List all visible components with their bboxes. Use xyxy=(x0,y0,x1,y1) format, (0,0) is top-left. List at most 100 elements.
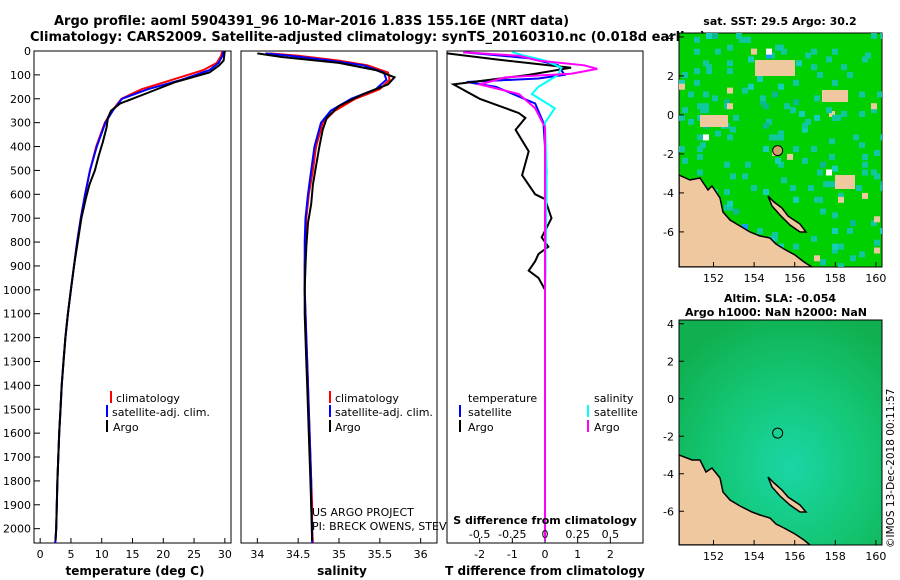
x-tick-label: 5 xyxy=(67,548,74,561)
sst-cell xyxy=(871,103,877,110)
sst-cell xyxy=(757,75,763,82)
sst-cell xyxy=(820,259,826,266)
sst-map-title: sat. SST: 29.5 Argo: 30.2 xyxy=(703,15,856,28)
depth-tick-label: 500 xyxy=(10,164,31,177)
sst-cell xyxy=(880,33,882,39)
sst-cell xyxy=(814,196,820,203)
sst-cell xyxy=(862,161,868,168)
salinity-x-label: salinity xyxy=(317,564,367,578)
temperature-axes xyxy=(33,50,232,544)
sst-cell xyxy=(727,134,733,141)
sst-cell xyxy=(802,122,808,129)
sst-cell xyxy=(694,68,700,75)
s-diff-tick-label: 0.25 xyxy=(565,528,590,541)
sst-map-island xyxy=(767,195,808,233)
sst-cell xyxy=(859,142,865,149)
sst-cell xyxy=(706,33,712,39)
sst-cell xyxy=(688,91,694,98)
depth-tick-label: 700 xyxy=(10,212,31,225)
sst-cell xyxy=(874,247,880,254)
sst-cell xyxy=(871,33,877,39)
legend-s-satellite: satellite xyxy=(594,406,638,419)
depth-tick-label: 2000 xyxy=(3,523,31,536)
sst-cell xyxy=(724,189,730,195)
map-x-tick-label: 158 xyxy=(825,550,846,563)
sst-cell xyxy=(760,95,766,102)
x-tick-label: 2 xyxy=(607,548,614,561)
sst-cell xyxy=(703,134,709,141)
sst-cell xyxy=(793,79,799,86)
sla-map-land xyxy=(679,454,812,545)
sst-cell xyxy=(778,161,784,168)
sst-cell xyxy=(832,165,838,172)
sst-cell xyxy=(775,157,781,164)
sst-cell xyxy=(847,228,853,234)
sst-cell xyxy=(829,138,835,145)
sst-cell xyxy=(832,212,838,219)
map-y-tick-label: -2 xyxy=(663,430,674,443)
sst-cell xyxy=(724,99,730,106)
legend-argo: Argo xyxy=(113,421,139,434)
sst-cell xyxy=(763,146,769,153)
sst-cell xyxy=(784,103,790,110)
sst-cell xyxy=(742,224,748,231)
s-diff-tick-label: 0.5 xyxy=(602,528,620,541)
sst-cell xyxy=(865,52,871,59)
depth-tick-label: 1600 xyxy=(3,427,31,440)
sst-cell xyxy=(739,36,745,43)
sst-cell xyxy=(682,107,688,114)
legend-climatology: climatology xyxy=(116,392,180,405)
sst-cell xyxy=(838,243,844,250)
sst-cell xyxy=(736,33,742,39)
depth-tick-label: 300 xyxy=(10,117,31,130)
sal-diff-argo-line xyxy=(463,51,598,541)
sst-cell xyxy=(751,48,757,55)
sst-cell xyxy=(763,189,769,195)
sst-cell xyxy=(850,255,856,262)
sst-cell xyxy=(703,107,709,114)
map-x-tick-label: 158 xyxy=(825,272,846,285)
x-tick-label: 0 xyxy=(542,548,549,561)
map-y-tick-label: 4 xyxy=(667,318,674,331)
sst-cell xyxy=(832,114,838,121)
legend-satellite-adj: satellite-adj. clim. xyxy=(112,406,210,419)
sst-cell xyxy=(871,220,877,227)
sst-cell xyxy=(874,216,880,223)
sst-cell xyxy=(799,111,805,117)
sst-cell xyxy=(847,72,853,78)
x-tick-label: 25 xyxy=(187,548,201,561)
sst-cell xyxy=(730,126,736,133)
x-tick-label: 15 xyxy=(126,548,140,561)
sst-cell xyxy=(724,204,730,211)
sst-cell xyxy=(808,185,814,192)
sst-cell xyxy=(730,173,736,180)
map-x-tick-label: 160 xyxy=(865,272,886,285)
sst-cell xyxy=(772,91,778,98)
sst-cell xyxy=(760,99,766,106)
x-tick-label: 0 xyxy=(37,548,44,561)
sst-cell xyxy=(697,169,703,176)
map-y-tick-label: -2 xyxy=(663,148,674,161)
sst-cell xyxy=(781,177,787,184)
sst-patch xyxy=(835,175,855,189)
map-x-tick-label: 152 xyxy=(703,272,724,285)
depth-tick-label: 400 xyxy=(10,141,31,154)
sla-map-argo-marker xyxy=(772,427,784,439)
sst-cell xyxy=(742,87,748,94)
sst-cell xyxy=(877,91,882,98)
sst-cell xyxy=(778,134,784,141)
sst-cell xyxy=(706,64,712,71)
sst-cell xyxy=(694,79,700,86)
x-tick-label: 34.5 xyxy=(286,548,311,561)
credit-project: US ARGO PROJECT xyxy=(312,506,414,519)
sst-cell xyxy=(796,60,802,67)
sst-cell xyxy=(775,44,781,51)
sst-cell xyxy=(769,235,775,242)
sst-cell xyxy=(703,60,709,67)
x-tick-label: -2 xyxy=(474,548,485,561)
sst-cell xyxy=(772,231,778,238)
sst-cell xyxy=(694,36,700,43)
sst-cell xyxy=(832,79,838,86)
sst-cell xyxy=(724,161,730,168)
sst-cell xyxy=(745,36,751,43)
